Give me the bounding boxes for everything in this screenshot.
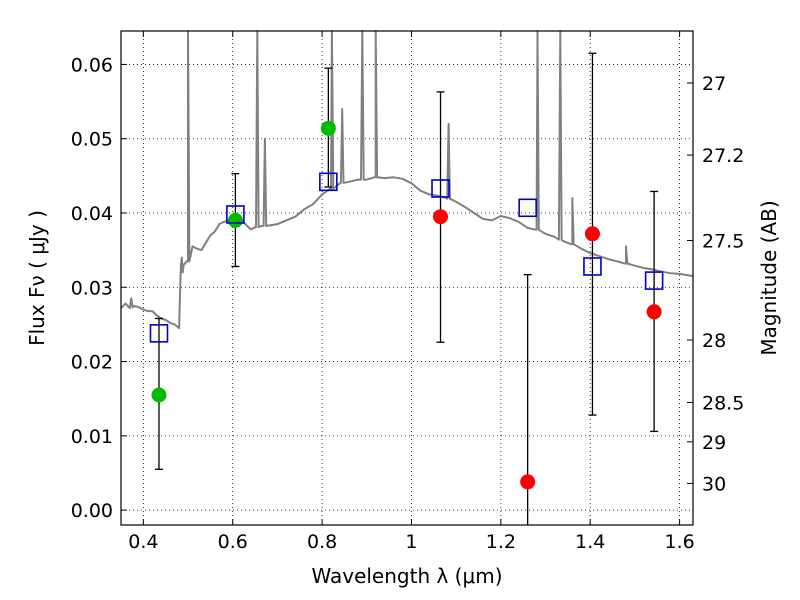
- model-square-marker: [644, 271, 664, 290]
- detection-point: [151, 387, 167, 403]
- plot-area: [121, 31, 693, 525]
- plot-frame: [120, 30, 694, 526]
- y2-tick-label: 30: [702, 473, 726, 495]
- markers-group: [149, 120, 664, 490]
- x-tick-label: 1: [405, 531, 417, 553]
- grid-lines: [121, 31, 693, 525]
- model-square-marker: [226, 205, 245, 224]
- y2-tick-label: 27.5: [702, 230, 744, 252]
- detection-point: [320, 120, 336, 136]
- y-tick-label: 0.00: [71, 500, 113, 522]
- limit-point: [520, 474, 536, 490]
- y2-tick-label: 27: [702, 73, 726, 95]
- x-axis-label: Wavelength λ (μm): [311, 564, 502, 588]
- model-spectrum-group: [120, 30, 694, 330]
- y-axis-label: Flux Fν ( μJy ): [25, 210, 49, 346]
- model-square-marker: [518, 198, 537, 218]
- limit-point: [433, 209, 449, 225]
- x-tick-label: 0.4: [128, 531, 158, 553]
- model-square-marker: [583, 257, 602, 276]
- y2-axis-label: Magnitude (AB): [757, 200, 781, 355]
- limit-point: [646, 304, 662, 320]
- y-tick-label: 0.04: [71, 203, 113, 225]
- y-tick-label: 0.03: [71, 277, 113, 299]
- y2-tick-label: 27.2: [702, 145, 744, 167]
- model-spectrum-line: [120, 30, 694, 330]
- x-tick-label: 1.2: [486, 531, 516, 553]
- model-square-marker: [149, 324, 169, 343]
- detection-point: [227, 212, 243, 228]
- y2-tick-label: 28: [702, 330, 726, 352]
- y-tick-label: 0.05: [71, 129, 113, 151]
- axis-ticks-group: 0.4 0.6 0.8 1 1.2 1.4 1.6 0.00 0.01 0.02 0.03 0.04 0…: [71, 31, 744, 553]
- y-tick-label: 0.01: [71, 426, 113, 448]
- y2-tick-label: 28.5: [702, 392, 744, 414]
- model-square-marker: [319, 172, 338, 192]
- y2-tick-label: 29: [702, 432, 726, 454]
- y-tick-label: 0.06: [71, 54, 113, 76]
- x-tick-label: 1.6: [664, 531, 694, 553]
- x-tick-label: 0.6: [218, 531, 248, 553]
- limit-point: [584, 226, 600, 242]
- model-square-marker: [431, 179, 450, 198]
- x-tick-label: 0.8: [307, 531, 337, 553]
- y-tick-label: 0.02: [71, 352, 113, 374]
- x-tick-label: 1.4: [575, 531, 605, 553]
